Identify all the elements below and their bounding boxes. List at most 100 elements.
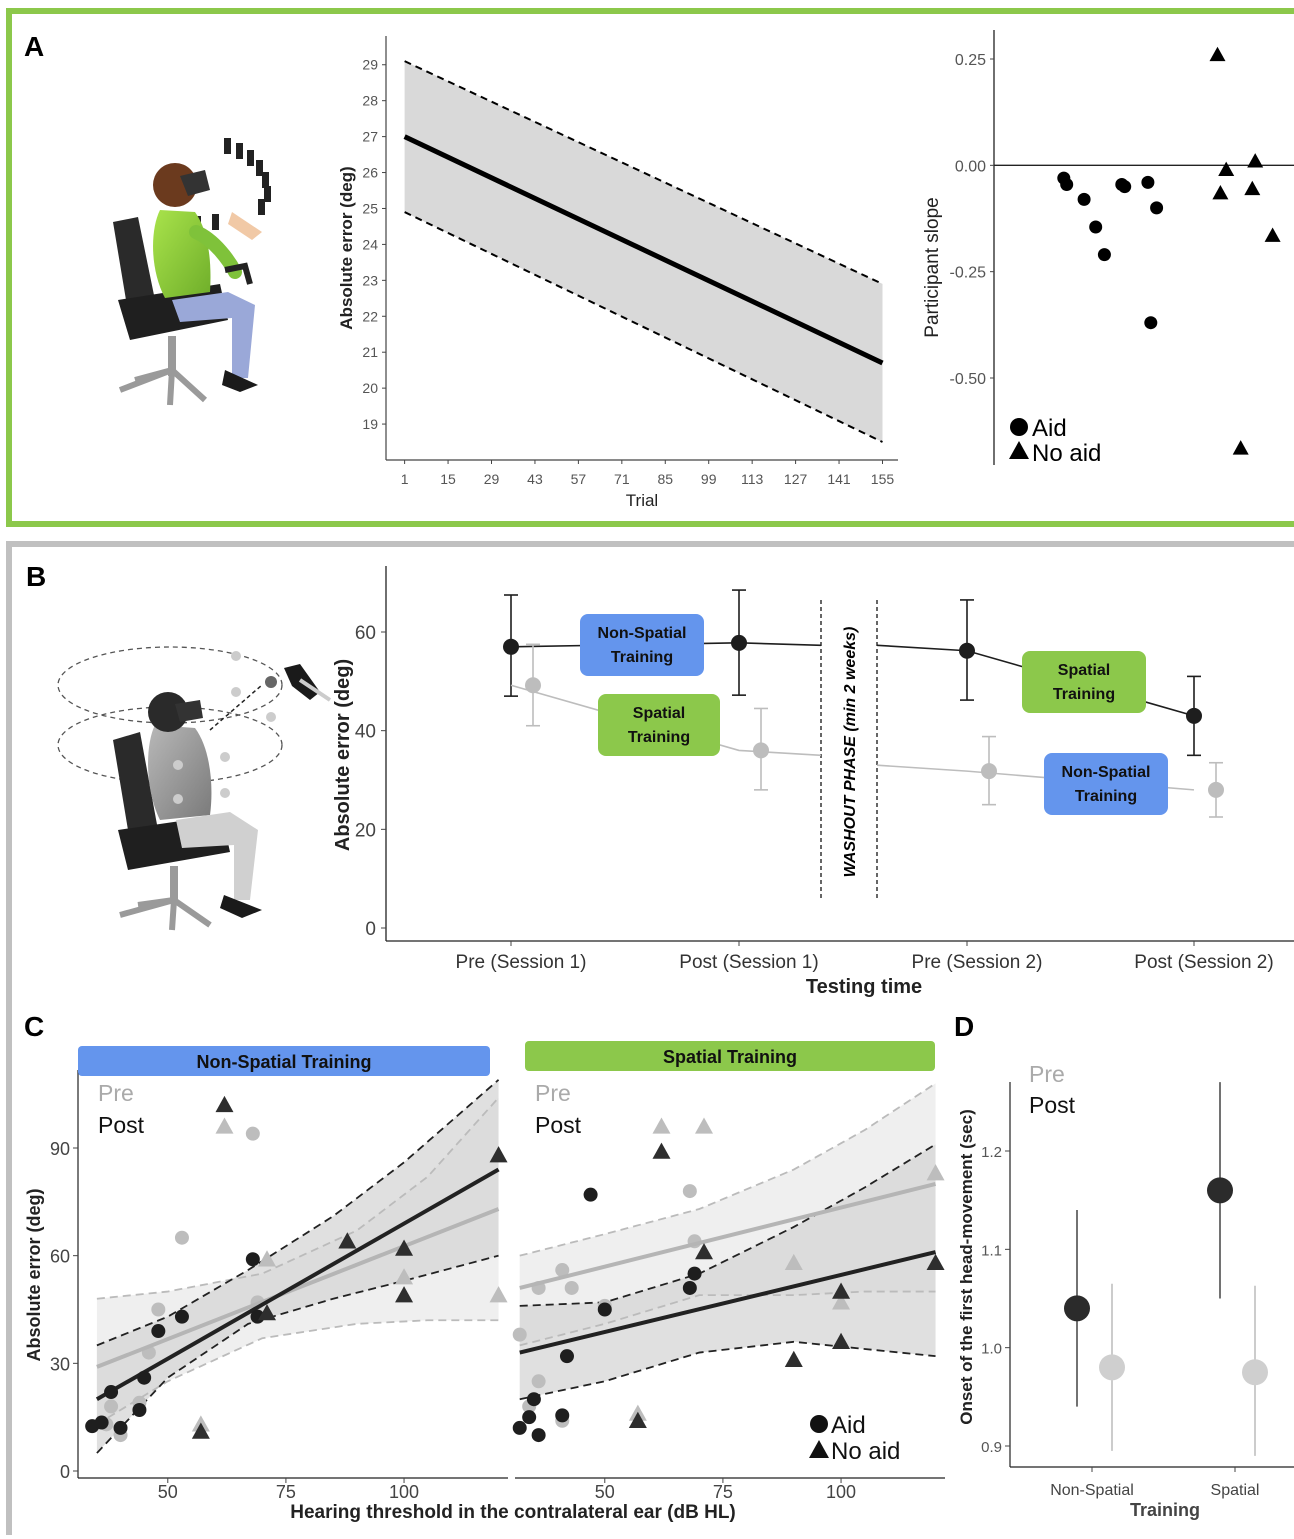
post-aid-point	[555, 1408, 570, 1423]
post-no-aid-point	[652, 1142, 671, 1159]
data-point	[731, 634, 747, 651]
training-box-line2: Training	[628, 729, 690, 746]
y-tick-label: 27	[362, 129, 378, 145]
post-aid-point	[132, 1402, 147, 1417]
legend-no-aid-label: No aid	[1032, 440, 1101, 467]
x-tick-label: 100	[826, 1482, 856, 1502]
y-tick-label: 20	[355, 820, 376, 841]
training-box-line2: Training	[1053, 686, 1115, 703]
post-aid-point	[151, 1324, 166, 1339]
pre-no-aid-point	[215, 1117, 234, 1134]
panel-a-label: A	[24, 31, 44, 62]
legend-post-label: Post	[98, 1112, 145, 1138]
series-line	[403, 134, 884, 366]
post-no-aid-point	[926, 1253, 945, 1271]
no-aid-point	[1232, 440, 1249, 455]
data-point	[1207, 1177, 1233, 1204]
facet-non-spatial: Non-Spatial Training 50 75 100 Pre Post	[78, 1046, 508, 1502]
panel-c-chart: 0 30 60 90 Absolute error (deg) Hearing thres…	[24, 1041, 945, 1523]
x-tick-label: 57	[571, 471, 587, 487]
training-box-line2: Training	[611, 649, 673, 666]
facet-spatial: Spatial Training 50 75 100 Pre Post	[512, 1041, 945, 1502]
legend-no-aid-marker	[809, 1440, 829, 1458]
y-tick-label: 25	[362, 200, 378, 216]
pre-aid-point	[174, 1230, 189, 1245]
legend-post-label: Post	[1029, 1092, 1076, 1118]
pre-no-aid-point	[832, 1293, 851, 1310]
legend-pre-label: Pre	[98, 1080, 134, 1106]
training-box-bg	[598, 694, 720, 756]
x-tick-label: 85	[657, 471, 673, 487]
series-pre	[1099, 1283, 1268, 1456]
y-tick-label: 0.00	[955, 158, 986, 175]
post-band-upper	[96, 1079, 500, 1347]
training-box-line2: Training	[1075, 788, 1137, 805]
post-no-aid-point	[628, 1411, 647, 1428]
aid-point	[1089, 220, 1103, 234]
post-aid-point	[113, 1420, 128, 1435]
pre-no-aid-point	[652, 1117, 671, 1134]
y-tick-label: -0.25	[950, 265, 987, 282]
training-box: Non-Spatial Training	[580, 614, 704, 676]
y-axis-label: Absolute error (deg)	[337, 166, 356, 329]
legend-aid-marker	[810, 1415, 828, 1433]
facet-title: Non-Spatial Training	[196, 1052, 371, 1072]
illustration-participant-orbit	[57, 646, 332, 931]
training-box-bg	[1044, 753, 1168, 815]
x-tick-label: 1	[401, 471, 409, 487]
illustration-participant-aid	[113, 138, 271, 406]
post-aid-point	[137, 1370, 152, 1385]
post-band-lower	[519, 1340, 936, 1401]
y-tick-label: 20	[362, 380, 378, 396]
y-tick-label: 0	[365, 919, 376, 940]
pre-band-upper	[519, 1082, 937, 1257]
x-tick-label: 127	[784, 471, 808, 487]
no-aid-point	[1209, 46, 1226, 62]
post-no-aid-point	[784, 1350, 803, 1367]
x-tick-label: Post (Session 1)	[679, 952, 818, 973]
post-no-aid-point	[191, 1422, 210, 1439]
series-post	[1064, 1082, 1233, 1407]
x-tick-label: 75	[276, 1482, 296, 1502]
series-line-session1	[510, 684, 822, 757]
data-point	[1099, 1354, 1125, 1381]
x-tick-label: 50	[158, 1482, 178, 1502]
facet-title: Spatial Training	[663, 1047, 797, 1067]
band-upper-line	[404, 60, 883, 285]
no-aid-point	[1218, 161, 1235, 176]
x-tick-label: 75	[713, 1482, 733, 1502]
y-tick-label: -0.50	[950, 371, 987, 388]
y-tick-label: 40	[355, 722, 376, 743]
training-box: Spatial Training	[1022, 651, 1146, 713]
y-tick-label: 90	[50, 1139, 70, 1159]
post-aid-point	[531, 1428, 546, 1443]
x-tick-label: 15	[440, 471, 456, 487]
pre-aid-point	[104, 1399, 119, 1414]
x-tick-label: 50	[595, 1482, 615, 1502]
no-aid-point	[1244, 180, 1261, 196]
training-box-bg	[580, 614, 704, 676]
y-tick-label: 21	[362, 344, 378, 360]
post-no-aid-point	[395, 1239, 414, 1256]
y-tick-label: 30	[50, 1354, 70, 1374]
pre-no-aid-point	[784, 1253, 803, 1271]
y-tick-label: 1.2	[981, 1144, 1002, 1161]
y-tick-label: 0.9	[981, 1439, 1002, 1456]
post-aid-point	[526, 1392, 541, 1407]
pre-no-aid-point	[489, 1286, 508, 1303]
y-tick-label: 0.25	[955, 52, 986, 69]
panel-b-frame	[6, 541, 1294, 1535]
training-box-line1: Spatial	[1058, 662, 1110, 679]
training-box-bg	[1022, 651, 1146, 713]
x-tick-label: Post (Session 2)	[1134, 952, 1273, 973]
pre-regression-line	[96, 1207, 500, 1369]
y-tick-label: 1.1	[981, 1242, 1002, 1259]
data-point	[981, 763, 997, 780]
x-axis-label: Hearing threshold in the contralateral e…	[290, 1502, 736, 1523]
y-axis-label: Absolute error (deg)	[24, 1188, 44, 1361]
post-aid-point	[597, 1302, 612, 1317]
training-box-line1: Spatial	[633, 705, 685, 722]
post-aid-point	[245, 1252, 260, 1267]
post-no-aid-point	[832, 1332, 851, 1349]
y-axis-label: Participant slope	[922, 197, 943, 337]
